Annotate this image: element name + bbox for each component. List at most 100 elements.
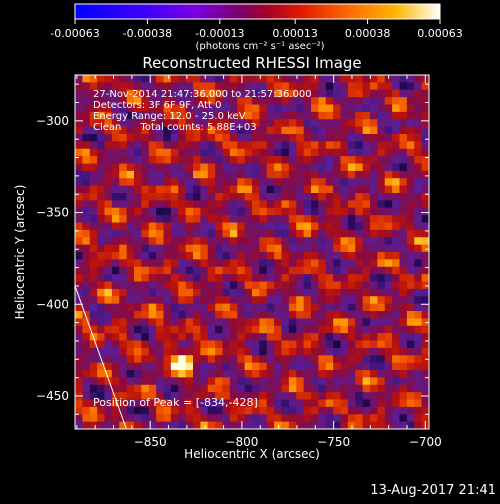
- heatmap-cell: [170, 82, 179, 91]
- heatmap-cell: [414, 252, 423, 260]
- heatmap-cell: [274, 75, 282, 83]
- heatmap-cell: [134, 377, 142, 386]
- heatmap-cell: [311, 355, 319, 364]
- heatmap-cell: [126, 259, 135, 268]
- heatmap-cell: [303, 111, 312, 120]
- heatmap-cell: [82, 347, 91, 356]
- heatmap-cell: [296, 347, 305, 356]
- heatmap-cell: [75, 163, 83, 172]
- heatmap-cell: [82, 75, 91, 83]
- heatmap-cell: [318, 414, 327, 423]
- heatmap-cell: [311, 274, 319, 282]
- heatmap-cell: [333, 414, 341, 423]
- heatmap-cell: [399, 399, 408, 408]
- heatmap-cell: [281, 281, 290, 290]
- heatmap-cell: [119, 141, 128, 150]
- heatmap-cell: [200, 229, 209, 238]
- heatmap-cell: [237, 281, 246, 290]
- heatmap-cell: [370, 229, 378, 238]
- heatmap-cell: [229, 97, 238, 105]
- heatmap-cell: [333, 141, 341, 150]
- heatmap-cell: [148, 311, 157, 319]
- heatmap-cell: [288, 347, 297, 356]
- heatmap-cell: [311, 97, 319, 105]
- footer-timestamp: 13-Aug-2017 21:41: [370, 483, 496, 498]
- heatmap-cell: [362, 89, 371, 98]
- heatmap-cell: [134, 104, 142, 113]
- heatmap-cell: [296, 156, 305, 164]
- heatmap-cell: [222, 399, 231, 408]
- heatmap-cell: [421, 104, 429, 113]
- heatmap-cell: [185, 370, 194, 378]
- heatmap-cell: [200, 421, 209, 429]
- heatmap-cell: [414, 104, 423, 113]
- heatmap-cell: [325, 89, 334, 98]
- heatmap-cell: [274, 229, 282, 238]
- heatmap-cell: [362, 296, 371, 305]
- heatmap-cell: [421, 274, 429, 282]
- heatmap-cell: [347, 222, 356, 231]
- heatmap-cell: [303, 281, 312, 290]
- heatmap-cell: [156, 266, 164, 275]
- heatmap-cell: [126, 318, 135, 327]
- heatmap-cell: [237, 259, 246, 268]
- heatmap-cell: [163, 355, 172, 364]
- heatmap-cell: [141, 406, 150, 415]
- heatmap-cell: [207, 163, 216, 172]
- heatmap-cell: [111, 163, 120, 172]
- heatmap-cell: [325, 392, 334, 400]
- heatmap-cell: [237, 252, 246, 260]
- heatmap-cell: [362, 274, 371, 282]
- heatmap-cell: [406, 178, 415, 187]
- heatmap-cell: [215, 421, 223, 429]
- heatmap-cell: [82, 126, 91, 135]
- heatmap-cell: [97, 126, 105, 135]
- heatmap-cell: [399, 414, 408, 423]
- heatmap-cell: [303, 392, 312, 400]
- heatmap-cell: [156, 392, 164, 400]
- heatmap-cell: [421, 134, 429, 142]
- heatmap-cell: [281, 82, 290, 91]
- heatmap-cell: [406, 126, 415, 135]
- heatmap-cell: [126, 222, 135, 231]
- heatmap-cell: [414, 414, 423, 423]
- heatmap-cell: [200, 104, 209, 113]
- heatmap-cell: [237, 311, 246, 319]
- heatmap-cell: [207, 281, 216, 290]
- heatmap-cell: [406, 75, 415, 83]
- heatmap-cell: [207, 178, 216, 187]
- heatmap-cell: [244, 111, 253, 120]
- colorbar-tick-label: -0.00063: [50, 27, 99, 40]
- heatmap-cell: [193, 370, 201, 378]
- heatmap-cell: [384, 340, 393, 349]
- heatmap-cell: [156, 347, 164, 356]
- heatmap-cell: [303, 119, 312, 128]
- heatmap-cell: [222, 126, 231, 135]
- heatmap-cell: [126, 406, 135, 415]
- heatmap-cell: [222, 82, 231, 91]
- heatmap-cell: [75, 222, 83, 231]
- heatmap-cell: [229, 126, 238, 135]
- heatmap-cell: [141, 274, 150, 282]
- heatmap-cell: [229, 399, 238, 408]
- heatmap-cell: [399, 119, 408, 128]
- heatmap-cell: [414, 222, 423, 231]
- heatmap-cell: [126, 141, 135, 150]
- heatmap-cell: [303, 170, 312, 179]
- heatmap-cell: [384, 370, 393, 378]
- heatmap-cell: [222, 229, 231, 238]
- heatmap-cell: [355, 185, 364, 194]
- heatmap-cell: [75, 193, 83, 201]
- heatmap-cell: [370, 237, 378, 246]
- heatmap-cell: [377, 421, 386, 429]
- heatmap-cell: [392, 207, 400, 216]
- heatmap-cell: [119, 355, 128, 364]
- heatmap-cell: [229, 156, 238, 164]
- heatmap-cell: [303, 237, 312, 246]
- heatmap-cell: [163, 259, 172, 268]
- heatmap-cell: [259, 89, 268, 98]
- heatmap-cell: [119, 340, 128, 349]
- heatmap-cell: [215, 318, 223, 327]
- heatmap-cell: [333, 89, 341, 98]
- heatmap-cell: [111, 259, 120, 268]
